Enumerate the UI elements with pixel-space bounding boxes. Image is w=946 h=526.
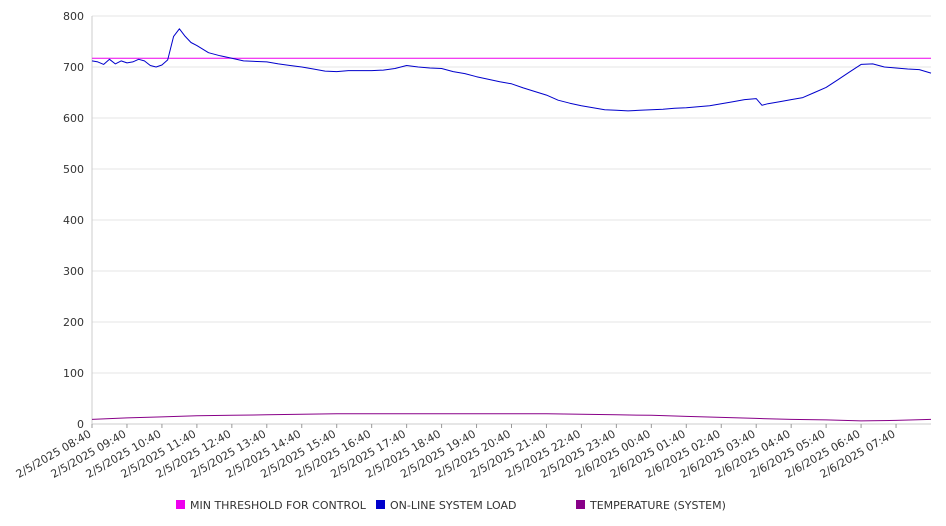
y-tick-label: 400 — [63, 214, 84, 227]
legend-label: ON-LINE SYSTEM LOAD — [390, 499, 516, 512]
series-line-1 — [91, 28, 932, 112]
legend-item-0[interactable]: MIN THRESHOLD FOR CONTROL — [176, 499, 367, 512]
y-tick-label: 700 — [63, 61, 84, 74]
series-line-2 — [91, 413, 932, 422]
y-axis-ticks: 0 100 200 300 400 500 600 700 800 — [63, 10, 84, 431]
legend-label: TEMPERATURE (SYSTEM) — [589, 499, 726, 512]
y-tick-label: 600 — [63, 112, 84, 125]
legend[interactable]: MIN THRESHOLD FOR CONTROL ON-LINE SYSTEM … — [176, 499, 726, 512]
legend-swatch — [376, 500, 385, 509]
gridlines — [92, 15, 931, 374]
y-tick-label: 200 — [63, 316, 84, 329]
legend-item-2[interactable]: TEMPERATURE (SYSTEM) — [576, 499, 726, 512]
y-tick-label: 500 — [63, 163, 84, 176]
y-tick-label: 800 — [63, 10, 84, 23]
legend-item-1[interactable]: ON-LINE SYSTEM LOAD — [376, 499, 516, 512]
y-tick-label: 100 — [63, 367, 84, 380]
y-tick-label: 300 — [63, 265, 84, 278]
series-lines — [91, 28, 932, 422]
x-axis-ticks: 2/5/2025 08:402/5/2025 09:402/5/2025 10:… — [14, 424, 898, 481]
legend-swatch — [176, 500, 185, 509]
legend-swatch — [576, 500, 585, 509]
y-tick-label: 0 — [77, 418, 84, 431]
legend-label: MIN THRESHOLD FOR CONTROL — [190, 499, 367, 512]
